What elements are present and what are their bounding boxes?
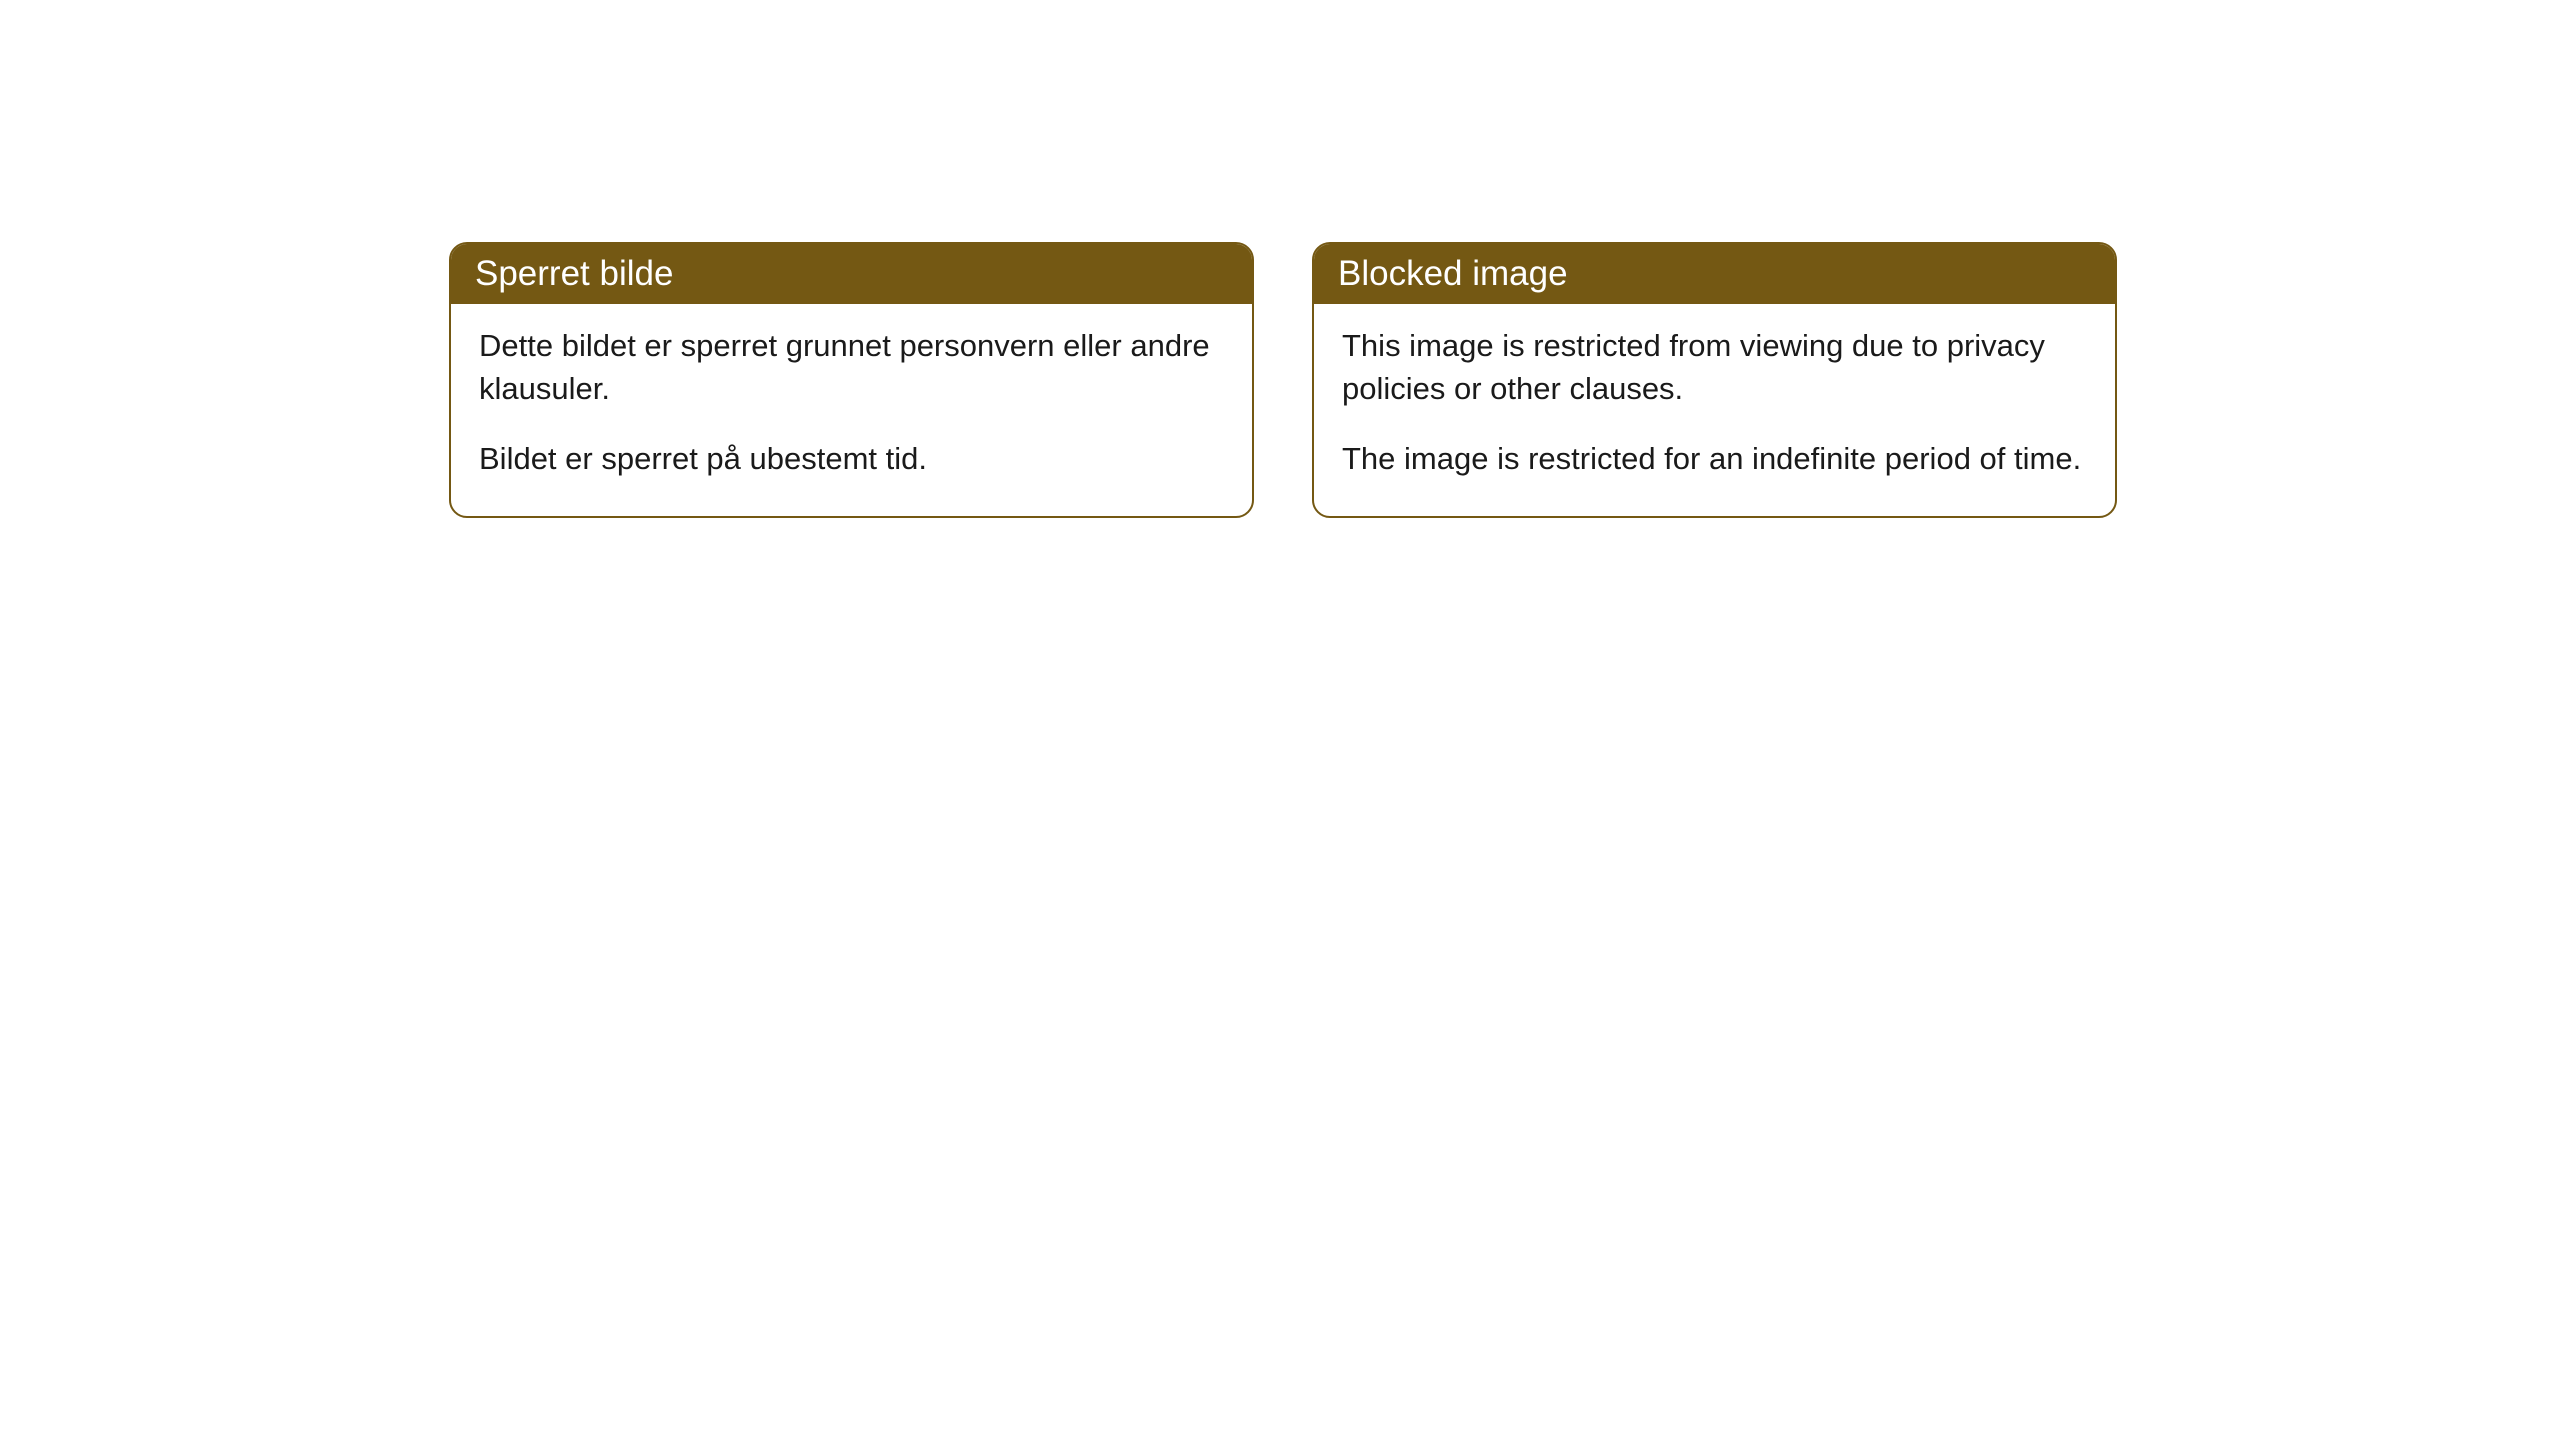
card-header-norwegian: Sperret bilde [451, 244, 1252, 304]
blocked-image-card-norwegian: Sperret bilde Dette bildet er sperret gr… [449, 242, 1254, 518]
card-body-english: This image is restricted from viewing du… [1314, 304, 2115, 516]
card-paragraph: Bildet er sperret på ubestemt tid. [479, 437, 1224, 480]
card-title: Sperret bilde [475, 254, 673, 293]
card-title: Blocked image [1338, 254, 1568, 293]
card-paragraph: Dette bildet er sperret grunnet personve… [479, 324, 1224, 411]
card-paragraph: This image is restricted from viewing du… [1342, 324, 2087, 411]
card-paragraph: The image is restricted for an indefinit… [1342, 437, 2087, 480]
card-header-english: Blocked image [1314, 244, 2115, 304]
card-body-norwegian: Dette bildet er sperret grunnet personve… [451, 304, 1252, 516]
blocked-image-card-english: Blocked image This image is restricted f… [1312, 242, 2117, 518]
notice-cards-container: Sperret bilde Dette bildet er sperret gr… [449, 242, 2117, 518]
